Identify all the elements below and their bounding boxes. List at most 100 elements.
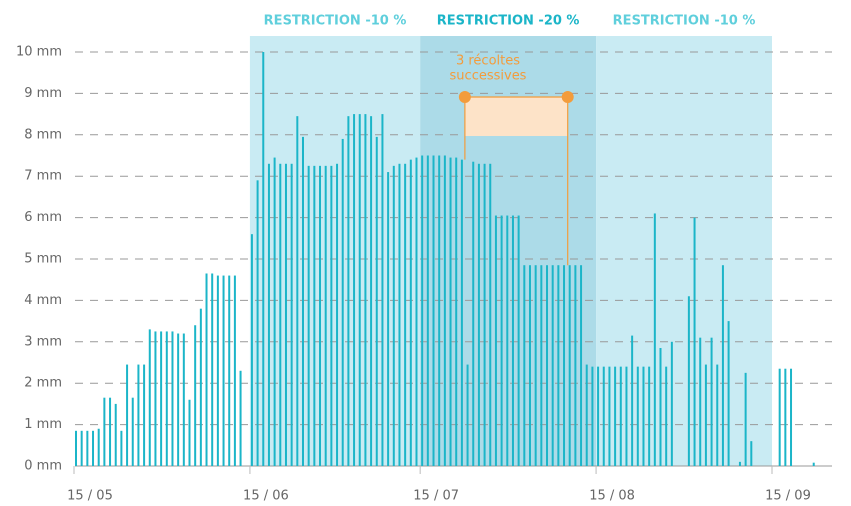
- bar: [472, 161, 475, 466]
- bar: [585, 364, 588, 466]
- bar: [256, 180, 259, 466]
- harvest-span: [464, 97, 568, 136]
- bar: [199, 308, 202, 466]
- bar: [353, 114, 356, 466]
- y-tick-label: 5 mm: [24, 252, 62, 267]
- bar: [222, 275, 225, 466]
- bar: [523, 265, 526, 466]
- bar: [580, 265, 583, 466]
- bar: [381, 114, 384, 466]
- bar: [114, 403, 117, 466]
- bar: [421, 155, 424, 466]
- bar: [506, 215, 509, 466]
- bar: [784, 368, 787, 466]
- bar: [500, 215, 503, 466]
- bar: [631, 335, 634, 466]
- y-tick-label: 0 mm: [24, 459, 62, 474]
- harvest-dot: [458, 91, 471, 103]
- bar: [148, 329, 151, 466]
- bar: [233, 275, 236, 466]
- bar: [80, 430, 83, 466]
- bar: [721, 265, 724, 466]
- bar: [194, 325, 197, 466]
- bar: [341, 138, 344, 466]
- bar: [563, 265, 566, 466]
- bar: [687, 296, 690, 466]
- bar: [670, 341, 673, 466]
- bar: [330, 165, 333, 466]
- band-label: RESTRICTION -10 %: [264, 14, 407, 29]
- bar: [483, 163, 486, 466]
- bar: [511, 215, 514, 466]
- bar: [216, 275, 219, 466]
- bar: [494, 215, 497, 466]
- bar: [109, 397, 112, 466]
- bar: [120, 430, 123, 466]
- bar: [296, 116, 299, 467]
- bar: [319, 165, 322, 466]
- bar: [568, 265, 571, 466]
- bar: [449, 157, 452, 466]
- bar: [704, 364, 707, 466]
- bar: [279, 163, 282, 466]
- y-tick-label: 1 mm: [24, 417, 62, 432]
- bar: [619, 366, 622, 466]
- bar: [699, 337, 702, 466]
- bar: [534, 265, 537, 466]
- bar: [143, 364, 146, 466]
- bar: [710, 337, 713, 466]
- bar: [126, 364, 129, 466]
- bar: [790, 368, 793, 466]
- bar: [432, 155, 435, 466]
- bar: [778, 368, 781, 466]
- bar: [387, 172, 390, 466]
- bar: [301, 136, 304, 466]
- bar: [188, 399, 191, 466]
- bar: [370, 116, 373, 467]
- bar: [614, 366, 617, 466]
- bar: [86, 430, 89, 466]
- bar: [75, 430, 77, 466]
- bar: [284, 163, 287, 466]
- bar: [375, 136, 378, 466]
- bar: [665, 366, 668, 466]
- bar: [267, 163, 270, 466]
- bar: [426, 155, 429, 466]
- band-label: RESTRICTION -10 %: [613, 14, 756, 29]
- bar: [182, 333, 185, 466]
- bar: [551, 265, 554, 466]
- x-tick-label: 15 / 08: [589, 489, 635, 504]
- y-tick-label: 6 mm: [24, 210, 62, 225]
- bar: [313, 165, 316, 466]
- bar: [154, 331, 157, 466]
- bar: [750, 441, 753, 466]
- bar: [415, 157, 418, 466]
- bar: [398, 163, 401, 466]
- annotation-text: 3 récoltes: [456, 54, 520, 69]
- bar: [273, 157, 276, 466]
- bar: [438, 155, 441, 466]
- bar: [528, 265, 531, 466]
- y-tick-label: 4 mm: [24, 293, 62, 308]
- y-tick-label: 2 mm: [24, 376, 62, 391]
- bar: [137, 364, 140, 466]
- bar: [211, 273, 214, 466]
- bar: [744, 372, 747, 466]
- bar: [324, 165, 327, 466]
- bar: [574, 265, 577, 466]
- bar: [642, 366, 645, 466]
- bar: [409, 159, 412, 466]
- bar: [443, 155, 446, 466]
- restriction-band: [596, 36, 772, 466]
- bar: [239, 370, 242, 466]
- bar: [165, 331, 168, 466]
- bar: [812, 462, 815, 466]
- bar: [205, 273, 208, 466]
- bar: [460, 159, 463, 466]
- bar: [262, 52, 265, 466]
- bar: [290, 163, 293, 466]
- bar: [738, 461, 741, 466]
- bar: [92, 430, 95, 466]
- x-tick-label: 15 / 09: [765, 489, 811, 504]
